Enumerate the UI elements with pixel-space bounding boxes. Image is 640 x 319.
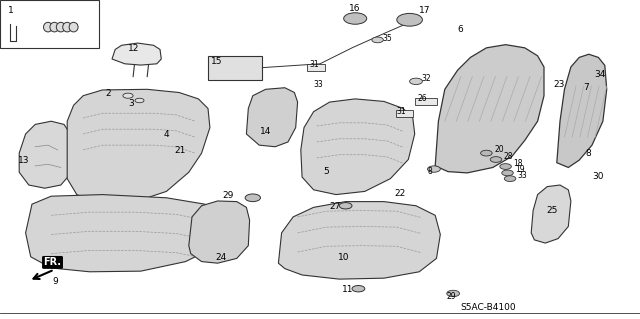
Polygon shape [189,201,250,263]
Text: 25: 25 [546,206,557,215]
Bar [208,56,262,80]
Text: 1: 1 [8,6,13,15]
Bar [396,110,413,117]
Circle shape [344,13,367,24]
Text: 29: 29 [447,292,456,301]
Text: 10: 10 [338,253,349,262]
Text: 7: 7 [584,83,589,92]
Polygon shape [301,99,415,195]
Text: 33: 33 [518,171,527,180]
Polygon shape [246,88,298,147]
Text: 3: 3 [128,99,134,108]
Polygon shape [19,121,70,188]
Text: 9: 9 [52,277,58,286]
Text: 16: 16 [349,4,360,13]
Polygon shape [67,89,210,204]
Text: 14: 14 [260,127,271,136]
Text: 33: 33 [314,80,323,89]
Circle shape [504,176,516,182]
Bar [415,98,437,105]
Text: 2: 2 [106,89,111,98]
Text: 35: 35 [383,33,392,42]
Ellipse shape [44,22,52,32]
Text: 34: 34 [594,70,605,79]
Circle shape [135,98,144,103]
Text: 17: 17 [419,6,431,15]
Polygon shape [278,202,440,279]
Text: 31: 31 [397,107,406,115]
Circle shape [123,93,133,98]
Text: 12: 12 [128,44,140,53]
Text: 5: 5 [323,167,329,176]
Bar [0,0,99,48]
Ellipse shape [56,22,65,32]
Circle shape [500,164,511,169]
Text: 23: 23 [554,80,565,89]
Circle shape [490,157,502,162]
Text: 8: 8 [586,149,591,158]
Polygon shape [112,43,161,65]
Text: 6: 6 [458,25,463,34]
Text: 27: 27 [330,202,341,211]
Text: 26: 26 [417,94,427,103]
Text: 20: 20 [494,145,504,154]
Ellipse shape [50,22,59,32]
Text: S5AC-B4100: S5AC-B4100 [461,303,516,312]
Text: 24: 24 [216,253,227,262]
Text: 29: 29 [223,191,234,200]
Text: 18: 18 [513,159,523,167]
Text: 22: 22 [394,189,406,198]
Circle shape [502,170,513,176]
Polygon shape [531,185,571,243]
Polygon shape [557,54,607,167]
Circle shape [397,13,422,26]
Text: 31: 31 [309,60,319,69]
Circle shape [352,286,365,292]
Polygon shape [26,195,223,272]
Circle shape [339,203,352,209]
Text: 8: 8 [428,167,432,176]
Circle shape [410,78,422,85]
Text: 19: 19 [515,165,525,174]
Text: 15: 15 [211,57,223,66]
Text: 32: 32 [421,74,431,83]
Bar [307,64,325,71]
Circle shape [372,37,383,43]
Ellipse shape [63,22,72,32]
Polygon shape [435,45,544,173]
Text: 28: 28 [504,152,513,160]
Circle shape [447,290,460,297]
Text: FR.: FR. [44,257,61,267]
Text: 13: 13 [18,156,29,165]
Circle shape [245,194,260,202]
Ellipse shape [69,22,78,32]
Text: 30: 30 [592,172,604,181]
Circle shape [481,150,492,156]
Text: 21: 21 [175,146,186,155]
Text: 11: 11 [342,285,354,294]
Circle shape [428,166,440,172]
Text: 4: 4 [163,130,169,139]
